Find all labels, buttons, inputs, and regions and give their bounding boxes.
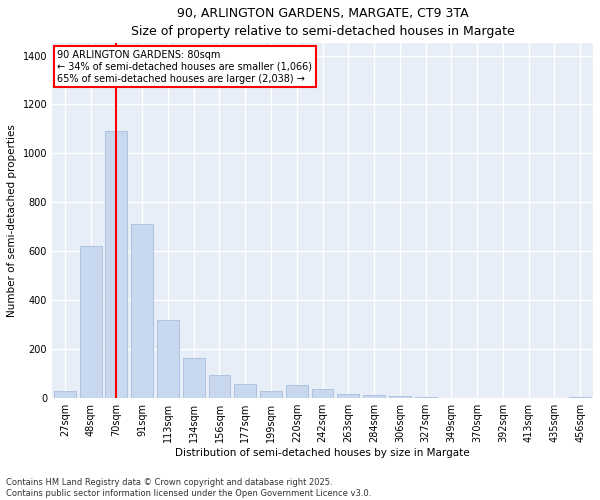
Bar (569, 397, 591, 398)
Title: 90, ARLINGTON GARDENS, MARGATE, CT9 3TA
Size of property relative to semi-detach: 90, ARLINGTON GARDENS, MARGATE, CT9 3TA … (131, 7, 514, 38)
Bar (363, 396, 385, 398)
Bar (157, 320, 179, 398)
Bar (260, 391, 282, 398)
Bar (389, 396, 411, 398)
Bar (183, 358, 205, 399)
X-axis label: Distribution of semi-detached houses by size in Margate: Distribution of semi-detached houses by … (175, 448, 470, 458)
Bar (131, 224, 153, 398)
Bar (80, 246, 101, 398)
Text: Contains HM Land Registry data © Crown copyright and database right 2025.
Contai: Contains HM Land Registry data © Crown c… (6, 478, 371, 498)
Bar (54, 391, 76, 398)
Bar (337, 394, 359, 398)
Text: 90 ARLINGTON GARDENS: 80sqm
← 34% of semi-detached houses are smaller (1,066)
65: 90 ARLINGTON GARDENS: 80sqm ← 34% of sem… (58, 50, 313, 84)
Bar (415, 397, 437, 398)
Bar (311, 389, 334, 398)
Bar (106, 132, 127, 398)
Bar (286, 385, 308, 398)
Bar (209, 375, 230, 398)
Bar (234, 384, 256, 398)
Y-axis label: Number of semi-detached properties: Number of semi-detached properties (7, 124, 17, 317)
